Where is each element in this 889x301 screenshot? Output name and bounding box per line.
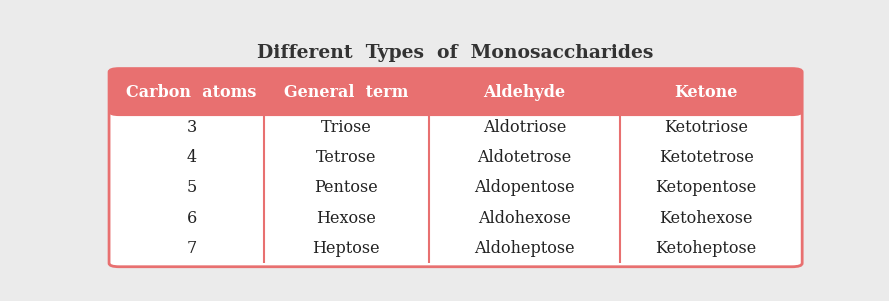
Text: Aldehyde: Aldehyde (484, 84, 565, 101)
Text: General  term: General term (284, 84, 409, 101)
Text: 6: 6 (187, 209, 196, 227)
Bar (119, 92, 792, 113)
Text: 5: 5 (187, 179, 196, 197)
Text: 7: 7 (187, 240, 196, 257)
Text: Aldotetrose: Aldotetrose (477, 149, 572, 166)
Text: Ketohexose: Ketohexose (660, 209, 753, 227)
Text: Heptose: Heptose (313, 240, 380, 257)
Text: Ketone: Ketone (675, 84, 738, 101)
Text: Ketoheptose: Ketoheptose (655, 240, 757, 257)
Text: Triose: Triose (321, 119, 372, 136)
Text: Tetrose: Tetrose (316, 149, 377, 166)
Text: Aldotriose: Aldotriose (483, 119, 566, 136)
Text: 3: 3 (187, 119, 196, 136)
Text: Ketotetrose: Ketotetrose (659, 149, 754, 166)
Text: Aldohexose: Aldohexose (478, 209, 571, 227)
Text: Pentose: Pentose (315, 179, 378, 197)
Text: Hexose: Hexose (316, 209, 376, 227)
Text: Aldopentose: Aldopentose (474, 179, 575, 197)
FancyBboxPatch shape (109, 69, 802, 116)
Text: Ketopentose: Ketopentose (655, 179, 757, 197)
Text: 4: 4 (187, 149, 196, 166)
Text: Carbon  atoms: Carbon atoms (126, 84, 257, 101)
FancyBboxPatch shape (109, 69, 802, 267)
Text: Aldoheptose: Aldoheptose (474, 240, 575, 257)
Text: Ketotriose: Ketotriose (664, 119, 749, 136)
Text: Different  Types  of  Monosaccharides: Different Types of Monosaccharides (258, 44, 653, 62)
